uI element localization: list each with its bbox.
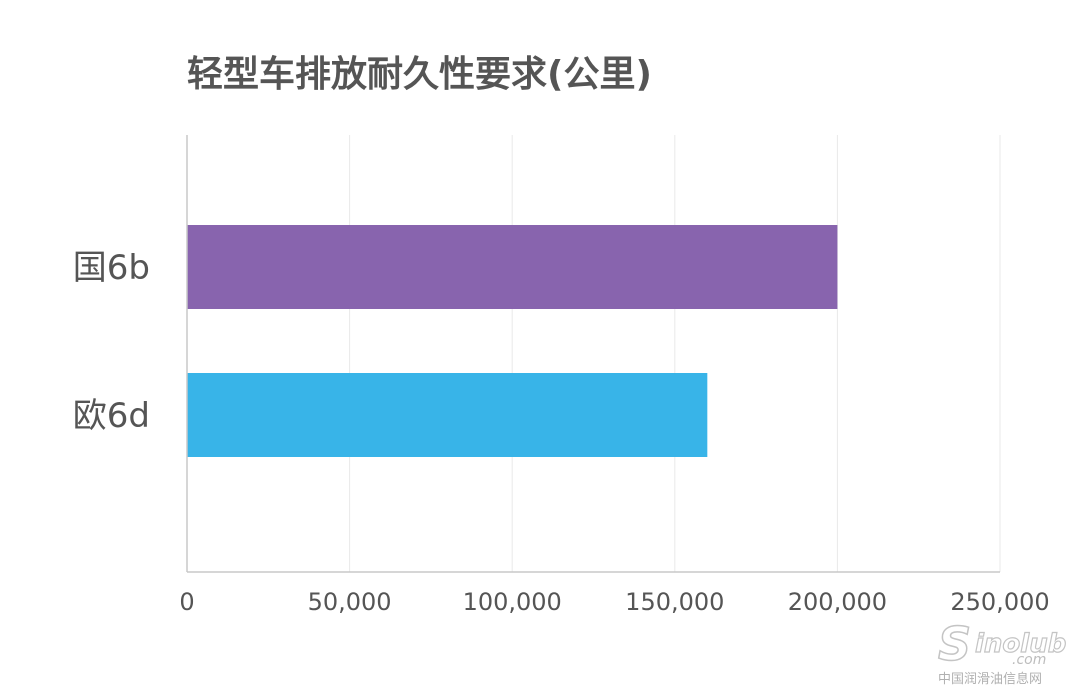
gridlines — [349, 135, 1001, 572]
category-label: 国6b — [73, 248, 150, 288]
chart-title: 轻型车排放耐久性要求(公里) — [187, 54, 652, 95]
category-labels: 国6b 欧6d — [73, 248, 150, 436]
watermark-logo-name: inolub — [975, 629, 1066, 659]
x-tick-label: 0 — [179, 588, 194, 616]
x-tick-label: 50,000 — [308, 588, 392, 616]
x-tick-label: 150,000 — [625, 588, 724, 616]
x-tick-label: 250,000 — [950, 588, 1049, 616]
x-tick-label: 200,000 — [788, 588, 887, 616]
bars — [187, 225, 838, 457]
bar-guo6b — [187, 225, 838, 309]
watermark-logo-s: S — [938, 617, 971, 671]
bar-ou6d — [187, 373, 708, 457]
x-tick-label: 100,000 — [463, 588, 562, 616]
watermark-caption: 中国润滑油信息网 — [938, 671, 1042, 687]
category-label: 欧6d — [73, 396, 150, 436]
watermark-dotcom: .com — [1012, 652, 1046, 668]
x-tick-labels: 0 50,000 100,000 150,000 200,000 250,000 — [179, 588, 1049, 616]
axes — [186, 135, 1000, 573]
watermark-logo: S inolub .com 中国润滑油信息网 — [937, 616, 1067, 687]
